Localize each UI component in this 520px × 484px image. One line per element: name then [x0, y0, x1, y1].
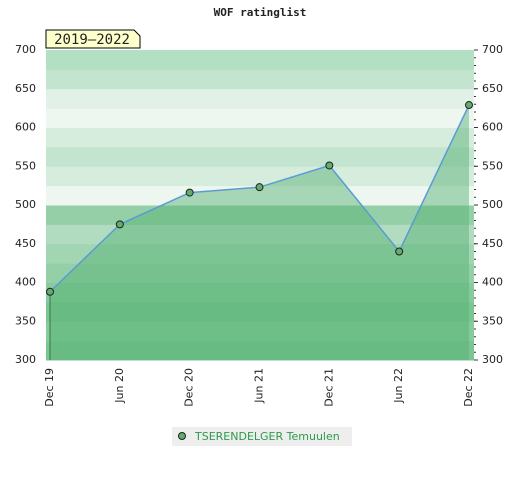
y2-tick-label: 550 — [482, 159, 503, 172]
y2-tick-label: 350 — [482, 314, 503, 327]
background-band — [46, 301, 474, 322]
y2-tick-label: 400 — [482, 276, 503, 289]
x-tick-label: Dec 19 — [43, 368, 56, 407]
point — [255, 183, 264, 192]
point — [465, 101, 473, 110]
point — [185, 188, 194, 197]
x-tick-label: Jun 21 — [253, 368, 266, 404]
background-band — [46, 243, 474, 264]
y-tick-label: 650 — [15, 82, 36, 95]
x-tick-label: Jun 22 — [392, 368, 405, 404]
x-tick-label: Dec 20 — [183, 368, 196, 407]
y2-tick-label: 450 — [482, 237, 503, 250]
background-band — [46, 88, 474, 109]
y-tick-label: 500 — [15, 198, 36, 211]
y-tick-label: 400 — [15, 276, 36, 289]
point — [325, 161, 334, 170]
y2-tick-label: 300 — [482, 353, 503, 366]
y2-tick-label: 500 — [482, 198, 503, 211]
point — [115, 220, 124, 229]
annotation: 2019–2022 — [54, 32, 130, 48]
y2-tick-label: 650 — [482, 82, 503, 95]
y-tick-label: 600 — [15, 121, 36, 134]
x-tick-label: Jun 20 — [113, 368, 126, 404]
background-band — [46, 69, 474, 90]
background-band — [46, 224, 474, 245]
background-band — [46, 340, 474, 361]
x-tick-label: Dec 22 — [462, 368, 475, 407]
point — [46, 287, 54, 296]
background-band — [46, 185, 474, 206]
point — [395, 247, 404, 256]
y-tick-label: 450 — [15, 237, 36, 250]
background-band — [46, 321, 474, 342]
y-tick-label: 550 — [15, 159, 36, 172]
legend-marker — [178, 432, 186, 440]
y2-tick-label: 700 — [482, 43, 503, 56]
background-band — [46, 50, 474, 70]
background-band — [46, 108, 474, 128]
background-band — [46, 263, 474, 283]
chart-title: WOF ratinglist — [214, 6, 307, 19]
y-tick-label: 350 — [15, 314, 36, 327]
background-band — [46, 166, 474, 187]
y2-tick-label: 600 — [482, 121, 503, 134]
annotation-box — [45, 29, 141, 49]
x-tick-label: Dec 21 — [322, 368, 335, 407]
plot-marks — [46, 101, 473, 361]
area — [50, 105, 469, 361]
y-tick-label: 300 — [15, 353, 36, 366]
legend-box — [172, 427, 352, 446]
legend-label: TSERENDELGER Temuulen — [194, 430, 340, 443]
y-tick-label: 700 — [15, 43, 36, 56]
background-band — [46, 146, 474, 167]
background-band — [46, 282, 474, 303]
background-band — [46, 127, 474, 148]
plot-background — [46, 50, 474, 361]
